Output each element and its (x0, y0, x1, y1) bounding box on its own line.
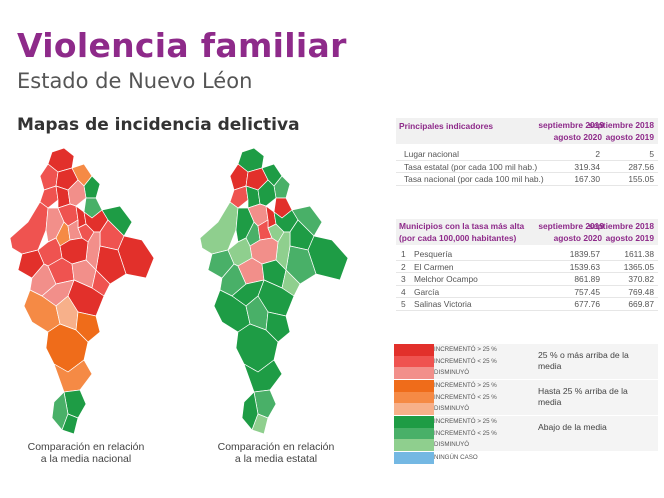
map-region (61, 413, 79, 435)
table-row: 3 Melchor Ocampo 861.89 370.82 (396, 273, 658, 286)
map-estatal-caption: Comparación en relación a la media estat… (217, 441, 335, 465)
legend-group-desc: Hasta 25 % arriba de la media (538, 386, 628, 407)
legend-label: INCREMENTÓ > 25 % (434, 382, 497, 389)
indicators-col2-line1: septiembre 2018 (588, 120, 654, 130)
indicators-col1-line2: agosto 2020 (553, 132, 602, 142)
table-row: 5 Salinas Victoria 677.76 669.87 (396, 298, 658, 311)
legend-swatch (394, 403, 434, 415)
map-region (39, 185, 59, 209)
legend-swatch (394, 391, 434, 403)
map-region (291, 205, 323, 237)
legend-label: INCREMENTÓ < 25 % (434, 357, 497, 365)
page-subtitle: Estado de Nuevo Léon (17, 69, 253, 93)
map-region (265, 311, 291, 343)
table-row: 4 García 757.45 769.48 (396, 286, 658, 298)
map-national-caption: Comparación en relación a la media nacio… (27, 441, 145, 465)
indicators-table: Principales indicadores septiembre 2019 … (396, 118, 658, 186)
legend-label: INCREMENTÓ > 25 % (434, 418, 497, 425)
table-row: Tasa estatal (por cada 100 mil hab.) 319… (396, 161, 658, 173)
legend-label: NINGÚN CASO (434, 454, 478, 461)
map-region (51, 391, 69, 431)
indicators-col1-line1: septiembre 2019 (538, 120, 604, 130)
legend-group-desc: Abajo de la media (538, 422, 607, 432)
legend-swatch (394, 355, 434, 367)
municipios-col1-line2: agosto 2020 (553, 233, 602, 243)
municipios-table: Municipios con la tasa más alta (por cad… (396, 219, 658, 311)
map-region (251, 413, 269, 435)
legend-swatch (394, 367, 434, 379)
municipios-title: Municipios con la tasa más alta (399, 221, 525, 231)
map-estatal (199, 147, 349, 435)
legend-swatch (394, 439, 434, 451)
municipios-col2-line2: agosto 2019 (605, 233, 654, 243)
municipios-col2-line1: septiembre 2018 (588, 221, 654, 231)
legend-label: DISMINUYÓ (434, 441, 470, 448)
map-national (9, 147, 155, 435)
table-row: Lugar nacional 2 5 (396, 148, 658, 161)
legend-label: INCREMENTÓ < 25 % (434, 429, 497, 437)
legend-label: INCREMENTÓ > 25 % (434, 346, 497, 353)
legend-group-desc: 25 % o más arriba de la media (538, 350, 629, 371)
table-row: Tasa nacional (por cada 100 mil hab.) 16… (396, 173, 658, 186)
section-title: Mapas de incidencia delictiva (17, 115, 300, 135)
indicators-col2-line2: agosto 2019 (605, 132, 654, 142)
legend-swatch (394, 452, 434, 464)
municipios-title2: (por cada 100,000 habitantes) (399, 233, 517, 243)
table-row: 1 Pesquería 1839.57 1611.38 (396, 248, 658, 261)
indicators-title: Principales indicadores (399, 121, 494, 131)
legend-swatch (394, 427, 434, 439)
map-region (101, 205, 133, 237)
table-row: 2 El Carmen 1539.63 1365.05 (396, 261, 658, 273)
map-region (229, 185, 249, 209)
page-title: Violencia familiar (17, 26, 347, 65)
legend-label: DISMINUYÓ (434, 369, 470, 376)
legend-label: DISMINUYÓ (434, 405, 470, 412)
legend-swatch (394, 416, 434, 428)
indicators-header: Principales indicadores septiembre 2019 … (396, 118, 658, 144)
legend-swatch (394, 380, 434, 392)
map-region (241, 391, 259, 431)
municipios-col1-line1: septiembre 2019 (538, 221, 604, 231)
legend-label: INCREMENTÓ < 25 % (434, 393, 497, 401)
map-region (75, 311, 101, 343)
municipios-header: Municipios con la tasa más alta (por cad… (396, 219, 658, 245)
legend-swatch (394, 344, 434, 356)
